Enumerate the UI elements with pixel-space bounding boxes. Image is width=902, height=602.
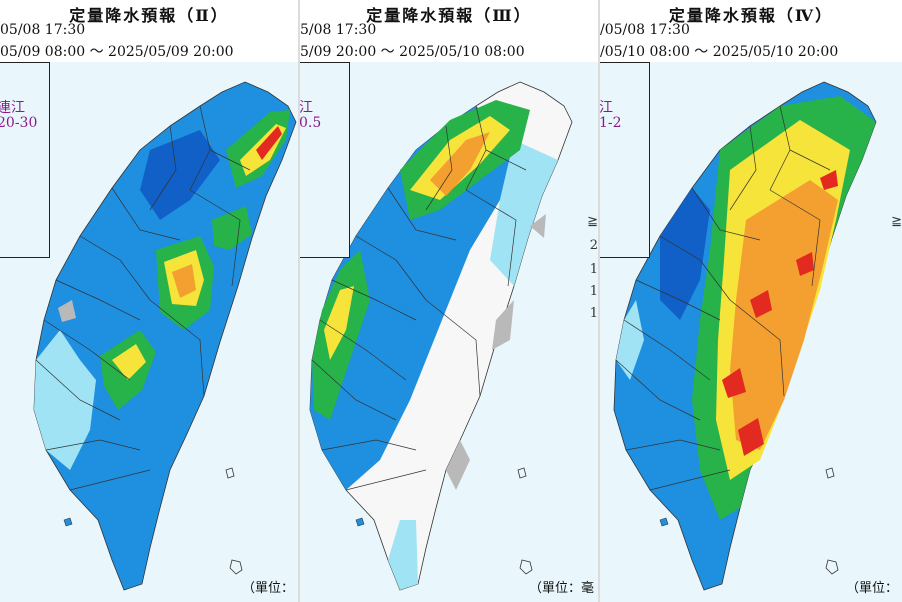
panel-title: 定量降水預報（Ⅲ）: [366, 6, 532, 25]
inset-rain-value: 0.5: [300, 115, 322, 131]
county-lines: [615, 105, 831, 491]
unit-label: （單位：: [845, 581, 898, 596]
blue-south-tip: [388, 520, 418, 590]
lienchiang-inset: 江 1-2: [600, 62, 650, 258]
legend-fragment: 1: [589, 284, 598, 299]
forecast-panel-3: 江 0.5 ≧ 2 1 1 1 定量降水預報（Ⅲ） 5/08 17:30 5/0…: [300, 0, 598, 602]
rainfall-map-3: [309, 81, 573, 591]
inset-rain-value: 20-30: [0, 115, 38, 131]
red-core-5: [820, 170, 838, 190]
orange-east-region: [730, 180, 838, 450]
grey-patch: [58, 300, 76, 322]
light-blue-east: [490, 140, 558, 286]
county-lines: [311, 105, 527, 491]
legend-fragment: 1: [589, 262, 598, 277]
orchid-island: [229, 559, 243, 575]
legend-fragment: ≧: [891, 214, 902, 229]
green-island: [517, 467, 527, 479]
inset-county-name: 江: [300, 100, 313, 116]
penghu-islands: [659, 517, 669, 527]
panel-divider: [298, 0, 300, 602]
dark-blue-ridge: [140, 130, 220, 220]
orange-central: [172, 264, 196, 298]
orchid-island: [825, 559, 839, 575]
valid-period: 05/09 08:00 ～ 2025/05/09 20:00: [0, 44, 234, 60]
valid-period: 5/09 20:00 ～ 2025/05/10 08:00: [300, 44, 525, 60]
inset-rain-value: 1-2: [600, 115, 622, 131]
lienchiang-inset: 江 0.5: [300, 62, 350, 258]
light-blue-west: [616, 300, 644, 380]
orange-north: [430, 132, 490, 196]
valid-period: /05/10 08:00 ～ 2025/05/10 20:00: [600, 44, 839, 60]
red-core-3: [738, 418, 764, 456]
penghu-islands: [63, 517, 73, 527]
blue-west-region: [310, 106, 514, 490]
legend-fragment: 2: [589, 238, 598, 253]
legend-fragment: ≧: [587, 214, 598, 229]
legend-fragment: 1: [589, 306, 598, 321]
yellow-south: [112, 344, 146, 380]
orchid-island: [519, 559, 533, 575]
lienchiang-inset: 連江 20-30: [0, 62, 50, 258]
grey-patches: [446, 214, 546, 490]
forecast-panel-4: 江 1-2 ≧ 定量降水預報（Ⅳ） /05/08 17:30 /05/10 08…: [600, 0, 902, 602]
rainfall-map-4: [613, 81, 877, 591]
panel-title: 定量降水預報（Ⅱ）: [69, 6, 229, 25]
red-core-1: [750, 290, 772, 318]
green-island: [825, 467, 835, 479]
yellow-west-coast: [324, 286, 354, 360]
inset-county-name: 連江: [0, 100, 25, 116]
county-lines: [35, 105, 251, 491]
unit-label: （單位：: [241, 581, 294, 596]
green-island: [225, 467, 235, 479]
issue-time: 5/08 17:30: [300, 22, 377, 38]
issue-time: /05/08 17:30: [600, 22, 690, 38]
green-east: [212, 206, 252, 250]
light-rain-west: [34, 330, 96, 470]
dark-blue-ridge: [660, 188, 710, 320]
red-core-2: [722, 368, 746, 398]
red-core-4: [796, 252, 814, 276]
issue-time: 05/08 17:30: [0, 22, 86, 38]
inset-county-name: 江: [600, 100, 613, 116]
panel-title: 定量降水預報（Ⅳ）: [668, 6, 834, 25]
rainfall-map-2: [33, 81, 297, 591]
unit-label: （單位：毫: [528, 581, 594, 596]
red-core-north: [256, 126, 282, 160]
forecast-panel-2: 連江 20-30 定量降水預報（Ⅱ） 05/08 17:30 05/09 08:…: [0, 0, 298, 602]
panel-divider: [598, 0, 600, 602]
penghu-islands: [355, 517, 365, 527]
